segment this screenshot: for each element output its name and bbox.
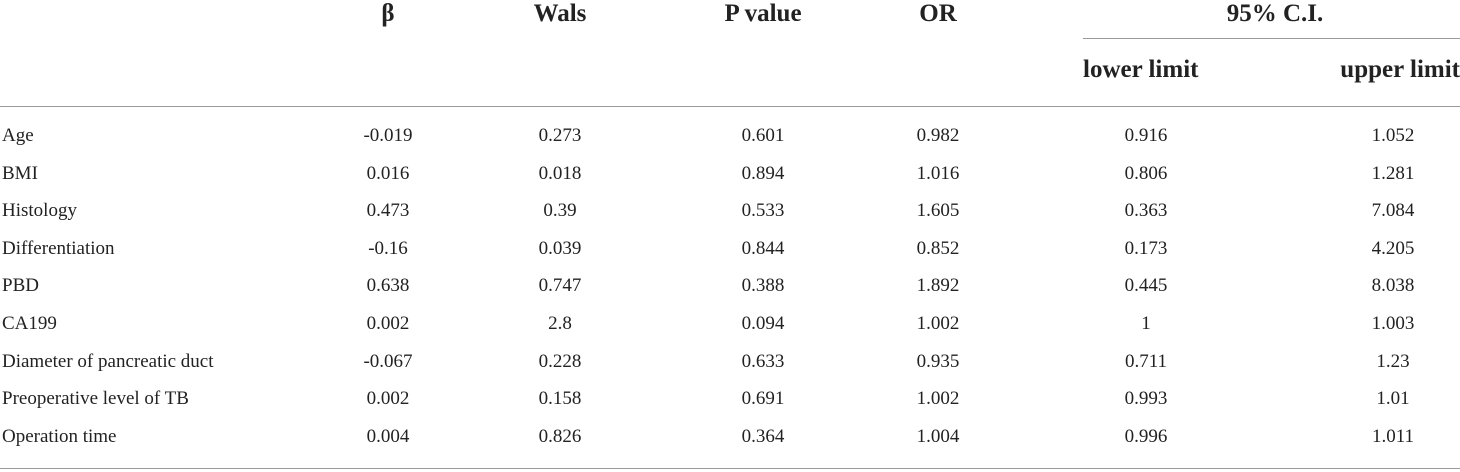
cell-wals: 0.039 <box>538 238 582 259</box>
row-label: Histology <box>2 200 77 221</box>
row-label: Operation time <box>2 426 117 447</box>
cell-lower-limit: 0.363 <box>1124 200 1168 221</box>
cell-lower-limit: 0.806 <box>1124 163 1168 184</box>
cell-p-value: 0.894 <box>741 163 785 184</box>
cell-or: 1.016 <box>916 163 960 184</box>
row-label: Preoperative level of TB <box>2 388 189 409</box>
cell-upper-limit: 8.038 <box>1371 275 1415 296</box>
header-bottom-rule <box>0 106 1460 107</box>
cell-p-value: 0.533 <box>741 200 785 221</box>
cell-or: 0.982 <box>916 125 960 146</box>
ci-header-rule <box>1083 38 1460 39</box>
cell-beta: 0.638 <box>366 275 410 296</box>
cell-lower-limit: 0.711 <box>1124 351 1168 372</box>
cell-wals: 0.018 <box>538 163 582 184</box>
cell-p-value: 0.691 <box>741 388 785 409</box>
cell-beta: 0.473 <box>366 200 410 221</box>
cell-or: 1.004 <box>916 426 960 447</box>
cell-or: 1.892 <box>916 275 960 296</box>
row-label: CA199 <box>2 313 57 334</box>
cell-upper-limit: 1.011 <box>1371 426 1415 447</box>
cell-beta: -0.019 <box>363 125 413 146</box>
cell-wals: 0.826 <box>538 426 582 447</box>
cell-p-value: 0.633 <box>741 351 785 372</box>
cell-or: 0.852 <box>916 238 960 259</box>
row-label: PBD <box>2 275 39 296</box>
cell-upper-limit: 1.281 <box>1371 163 1415 184</box>
cell-lower-limit: 0.916 <box>1124 125 1168 146</box>
header-wals: Wals <box>533 0 587 27</box>
header-lower-limit: lower limit <box>1083 56 1199 83</box>
cell-lower-limit: 0.993 <box>1124 388 1168 409</box>
cell-beta: -0.16 <box>368 238 408 259</box>
cell-or: 1.605 <box>916 200 960 221</box>
cell-wals: 0.39 <box>543 200 577 221</box>
cell-p-value: 0.388 <box>741 275 785 296</box>
header-ci: 95% C.I. <box>1226 0 1324 27</box>
cell-beta: 0.002 <box>366 313 410 334</box>
cell-wals: 0.273 <box>538 125 582 146</box>
cell-lower-limit: 0.173 <box>1124 238 1168 259</box>
cell-lower-limit: 1 <box>1141 313 1151 334</box>
cell-p-value: 0.364 <box>741 426 785 447</box>
cell-or: 1.002 <box>916 313 960 334</box>
cell-p-value: 0.094 <box>741 313 785 334</box>
cell-beta: 0.016 <box>366 163 410 184</box>
header-upper-limit: upper limit <box>1340 56 1460 83</box>
cell-upper-limit: 1.003 <box>1371 313 1415 334</box>
row-label: Age <box>2 125 34 146</box>
header-p-value: P value <box>724 0 802 27</box>
table-bottom-rule <box>0 468 1460 469</box>
cell-upper-limit: 7.084 <box>1371 200 1415 221</box>
cell-upper-limit: 1.01 <box>1376 388 1410 409</box>
header-beta: β <box>381 0 395 27</box>
cell-beta: 0.004 <box>366 426 410 447</box>
cell-lower-limit: 0.445 <box>1124 275 1168 296</box>
cell-wals: 2.8 <box>548 313 572 334</box>
row-label: Diameter of pancreatic duct <box>2 351 214 372</box>
cell-p-value: 0.601 <box>741 125 785 146</box>
header-or: OR <box>919 0 957 27</box>
cell-or: 0.935 <box>916 351 960 372</box>
row-label: BMI <box>2 163 38 184</box>
cell-lower-limit: 0.996 <box>1124 426 1168 447</box>
cell-beta: -0.067 <box>363 351 413 372</box>
cell-or: 1.002 <box>916 388 960 409</box>
cell-beta: 0.002 <box>366 388 410 409</box>
cell-upper-limit: 1.23 <box>1376 351 1410 372</box>
cell-wals: 0.228 <box>538 351 582 372</box>
cell-wals: 0.747 <box>538 275 582 296</box>
cell-wals: 0.158 <box>538 388 582 409</box>
row-label: Differentiation <box>2 238 115 259</box>
cell-p-value: 0.844 <box>741 238 785 259</box>
cell-upper-limit: 4.205 <box>1371 238 1415 259</box>
cell-upper-limit: 1.052 <box>1371 125 1415 146</box>
